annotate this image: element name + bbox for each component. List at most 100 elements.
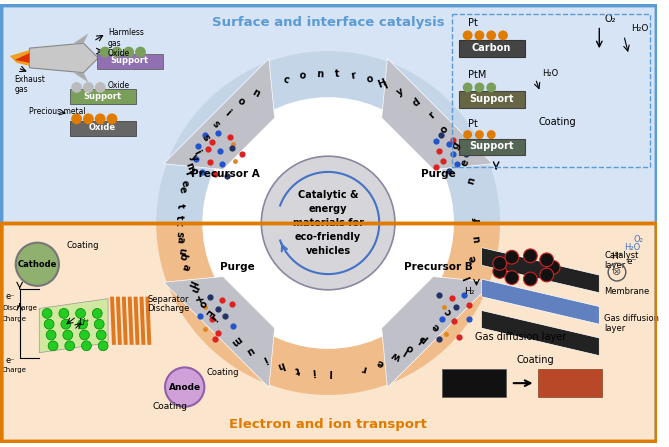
Text: c: c (443, 306, 454, 316)
Polygon shape (29, 43, 98, 73)
Text: Charge: Charge (2, 316, 27, 322)
Polygon shape (145, 297, 151, 345)
Text: O₂: O₂ (634, 235, 644, 244)
Text: H₂: H₂ (464, 287, 474, 296)
Text: m: m (229, 333, 244, 348)
Circle shape (78, 319, 88, 329)
Text: y: y (395, 86, 405, 98)
Text: l: l (462, 274, 472, 281)
Text: PtM: PtM (468, 70, 486, 80)
Text: H⁺: H⁺ (611, 253, 623, 261)
Text: e: e (459, 158, 471, 168)
Text: ⊗: ⊗ (612, 267, 622, 277)
Text: Membrane: Membrane (604, 287, 650, 296)
Circle shape (135, 46, 146, 58)
Text: Oxide: Oxide (88, 123, 116, 132)
Text: Carbon: Carbon (472, 43, 511, 53)
Text: Precursor A: Precursor A (191, 169, 260, 179)
Text: i: i (223, 108, 232, 118)
Circle shape (100, 46, 110, 58)
Circle shape (95, 114, 106, 124)
Circle shape (76, 308, 86, 318)
Text: x: x (193, 293, 205, 304)
Text: Precursor B: Precursor B (404, 262, 472, 272)
Text: f: f (472, 218, 482, 222)
Text: Oxide: Oxide (108, 49, 130, 58)
Circle shape (63, 330, 73, 340)
Text: Oxide: Oxide (108, 81, 130, 90)
Text: a: a (175, 236, 185, 244)
Text: Purge: Purge (421, 169, 456, 179)
Text: E: E (203, 307, 215, 318)
Circle shape (540, 253, 553, 267)
Text: e⁻: e⁻ (627, 257, 637, 266)
Text: e: e (177, 185, 188, 194)
Text: H₂O: H₂O (624, 243, 640, 252)
Text: Support: Support (110, 56, 149, 65)
Text: Pt: Pt (468, 17, 478, 28)
Text: n: n (466, 177, 477, 186)
Text: Coating: Coating (516, 354, 554, 364)
Text: Pt: Pt (468, 119, 478, 129)
Text: Harmless
gas: Harmless gas (108, 29, 144, 48)
Text: n: n (250, 87, 261, 99)
Circle shape (540, 268, 553, 282)
Circle shape (486, 83, 496, 93)
Polygon shape (381, 59, 492, 169)
Circle shape (42, 308, 52, 318)
Circle shape (71, 82, 82, 93)
Text: l: l (417, 334, 426, 345)
Circle shape (112, 46, 122, 58)
Text: s: s (210, 119, 221, 130)
FancyBboxPatch shape (70, 89, 136, 104)
FancyBboxPatch shape (442, 369, 506, 397)
Circle shape (44, 319, 54, 329)
Text: Gas diffusion
layer: Gas diffusion layer (604, 313, 659, 333)
Circle shape (493, 257, 506, 270)
Polygon shape (74, 34, 88, 43)
Circle shape (474, 30, 484, 40)
Text: o: o (365, 74, 375, 85)
Circle shape (61, 319, 71, 329)
Text: Support: Support (469, 141, 514, 152)
Text: Surface and interface catalysis: Surface and interface catalysis (212, 16, 444, 29)
Text: r: r (426, 110, 437, 120)
Text: w: w (389, 350, 402, 363)
Text: O₂: O₂ (604, 13, 615, 24)
Polygon shape (140, 297, 145, 345)
Polygon shape (482, 279, 599, 324)
Wedge shape (156, 223, 500, 395)
Circle shape (82, 341, 92, 351)
Text: c: c (282, 74, 290, 85)
Text: o: o (439, 124, 450, 135)
Circle shape (203, 97, 454, 349)
Polygon shape (39, 299, 108, 353)
Text: t: t (294, 364, 300, 375)
Polygon shape (0, 4, 657, 223)
Text: Anode: Anode (169, 383, 201, 392)
FancyBboxPatch shape (459, 91, 524, 108)
Text: i: i (312, 367, 316, 377)
Text: n: n (188, 283, 200, 294)
Circle shape (48, 341, 58, 351)
Wedge shape (156, 51, 500, 223)
Text: Separator: Separator (147, 295, 189, 304)
Polygon shape (164, 277, 274, 388)
Circle shape (486, 30, 496, 40)
Polygon shape (482, 248, 599, 293)
Text: l: l (329, 367, 332, 377)
Text: r: r (350, 71, 357, 81)
Circle shape (59, 308, 69, 318)
Text: h: h (185, 278, 197, 288)
Text: t: t (174, 221, 184, 225)
Text: l: l (401, 346, 409, 356)
Text: r: r (361, 363, 368, 373)
Text: o: o (405, 342, 416, 354)
Circle shape (524, 272, 537, 286)
Text: o: o (235, 96, 246, 108)
FancyBboxPatch shape (70, 121, 136, 135)
Circle shape (524, 249, 537, 263)
Text: h: h (276, 359, 286, 371)
Circle shape (123, 46, 134, 58)
Text: Support: Support (83, 92, 121, 101)
